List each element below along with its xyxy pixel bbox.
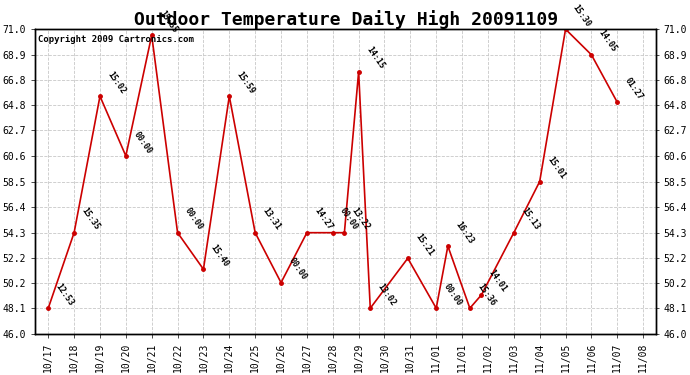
Text: 15:02: 15:02 xyxy=(106,70,127,95)
Text: 00:00: 00:00 xyxy=(338,206,360,232)
Text: 15:59: 15:59 xyxy=(235,70,257,95)
Text: 15:35: 15:35 xyxy=(79,206,101,232)
Text: Copyright 2009 Cartronics.com: Copyright 2009 Cartronics.com xyxy=(39,35,195,44)
Text: 15:40: 15:40 xyxy=(209,243,230,268)
Text: 15:55: 15:55 xyxy=(157,9,179,34)
Text: 15:36: 15:36 xyxy=(475,282,497,308)
Text: 14:01: 14:01 xyxy=(487,268,509,294)
Text: 00:00: 00:00 xyxy=(183,206,205,232)
Text: 15:01: 15:01 xyxy=(545,155,567,181)
Text: 12:53: 12:53 xyxy=(54,282,75,308)
Text: 14:05: 14:05 xyxy=(597,28,619,54)
Text: 13:22: 13:22 xyxy=(350,206,372,232)
Text: 00:00: 00:00 xyxy=(442,282,464,308)
Text: 13:02: 13:02 xyxy=(376,282,397,308)
Text: 14:27: 14:27 xyxy=(313,206,334,232)
Text: 16:23: 16:23 xyxy=(453,220,475,245)
Text: 15:30: 15:30 xyxy=(571,3,593,28)
Text: 14:15: 14:15 xyxy=(364,45,386,71)
Text: 15:13: 15:13 xyxy=(520,206,541,232)
Text: 01:27: 01:27 xyxy=(623,76,644,102)
Text: 00:00: 00:00 xyxy=(131,129,153,155)
Text: 13:31: 13:31 xyxy=(261,206,282,232)
Text: 00:00: 00:00 xyxy=(286,256,308,282)
Title: Outdoor Temperature Daily High 20091109: Outdoor Temperature Daily High 20091109 xyxy=(134,10,558,29)
Text: 15:21: 15:21 xyxy=(413,232,435,258)
